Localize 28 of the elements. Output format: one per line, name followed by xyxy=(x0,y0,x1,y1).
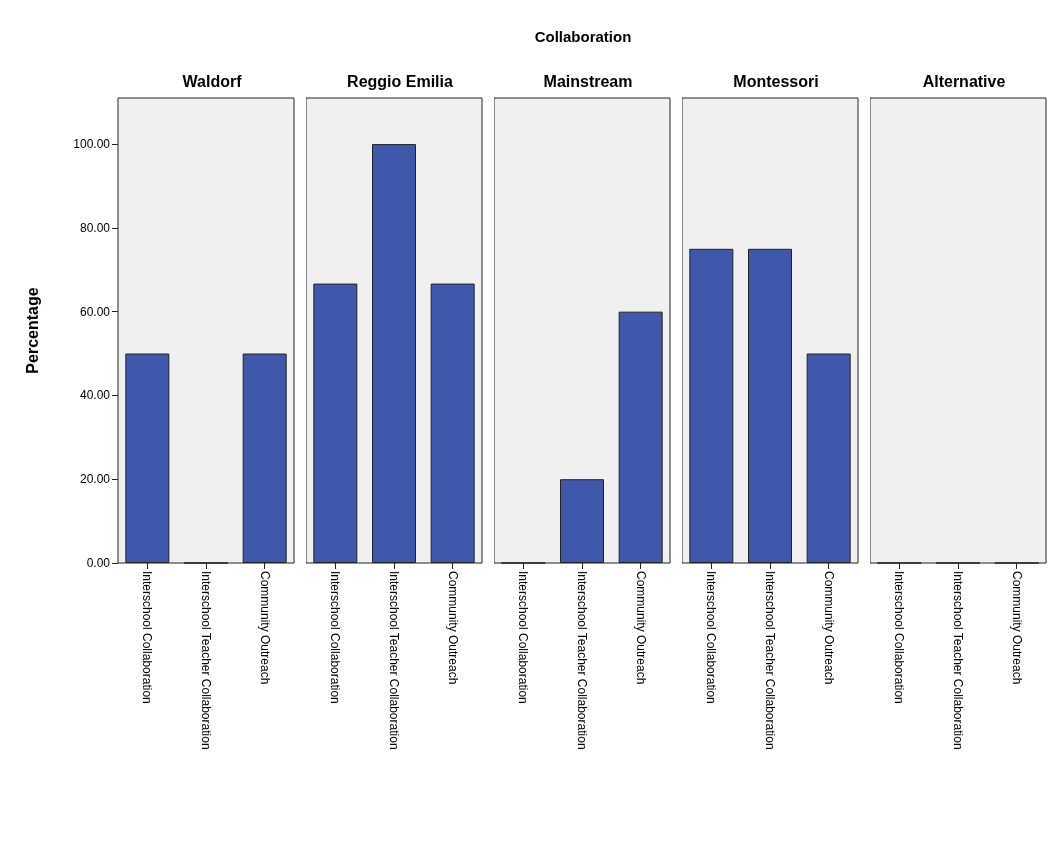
x-tick-label: Community Outreach xyxy=(257,571,272,685)
x-tick-label: Community Outreach xyxy=(445,571,460,685)
x-tick-label: Interschool Teacher Collaboration xyxy=(575,571,589,750)
y-axis-title: Percentage xyxy=(23,287,41,374)
chart-title: Waldorf xyxy=(182,72,243,90)
x-tick-label: Interschool Collaboration xyxy=(328,571,343,704)
x-tick-label: Community Outreach xyxy=(633,571,648,685)
x-tick-label: Interschool Collaboration xyxy=(140,571,155,704)
chart-title: Mainstream xyxy=(543,72,633,90)
y-tick-label: 80.00 xyxy=(79,220,111,235)
x-tick-label: Interschool Collaboration xyxy=(516,571,531,704)
x-tick-label: Community Outreach xyxy=(821,571,836,685)
x-tick-label: Interschool Collaboration xyxy=(704,571,719,704)
chart-title: Montessori xyxy=(733,72,819,90)
x-tick-label: Interschool Teacher Collaboration xyxy=(763,571,777,750)
y-tick-label: 0.00 xyxy=(86,556,111,570)
x-tick-label: Community Outreach xyxy=(1009,571,1024,685)
y-tick-label: 20.00 xyxy=(79,472,111,487)
chart-title: Alternative xyxy=(922,72,1006,90)
y-tick-label: 100.00 xyxy=(73,137,111,152)
x-tick-label: Interschool Teacher Collaboration xyxy=(951,571,965,750)
chart-title: Reggio Emilia xyxy=(347,72,453,90)
text: Collaboration xyxy=(534,28,632,45)
x-tick-label: Interschool Teacher Collaboration xyxy=(387,571,401,750)
x-tick-label: Interschool Teacher Collaboration xyxy=(199,571,213,750)
x-tick-label: Interschool Collaboration xyxy=(892,571,907,704)
y-tick-label: 40.00 xyxy=(79,388,111,403)
y-tick-label: 60.00 xyxy=(79,304,111,319)
